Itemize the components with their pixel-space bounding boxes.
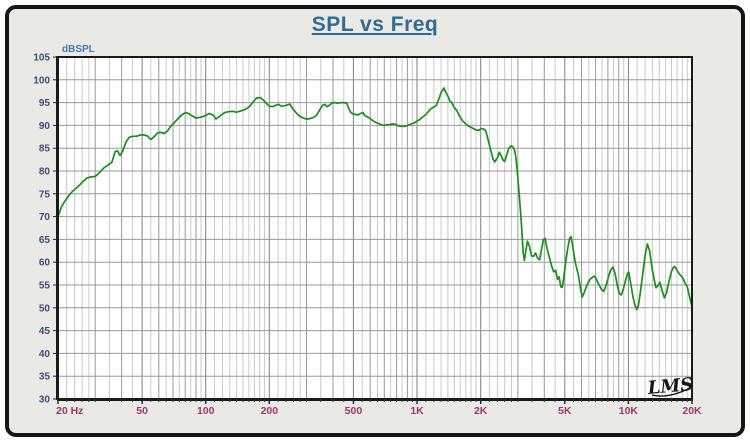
series-spl: [57, 87, 693, 311]
y-tick-label: 45: [39, 326, 51, 337]
x-tick-label: 2K: [474, 405, 488, 417]
y-tick-label: 100: [33, 75, 50, 86]
y-tick-label: 80: [39, 167, 51, 178]
y-tick-label: 85: [39, 144, 51, 155]
x-tick-label: 100: [197, 405, 215, 417]
y-tick-label: 75: [39, 189, 51, 200]
axis-ticks: [53, 56, 693, 404]
x-tick-label: 50: [136, 405, 148, 417]
plot-area: [58, 57, 692, 399]
grid-major-lines: [57, 57, 693, 399]
x-tick-label: 500: [345, 405, 363, 417]
x-axis-tick-labels: 20 Hz 50 100 200 500 1K 2K 5K 10K 20K: [56, 405, 702, 417]
y-tick-label: 95: [39, 98, 51, 109]
frequency-response-curve: [57, 87, 693, 311]
grid-minor-lines: [66, 57, 688, 399]
y-tick-label: 35: [39, 372, 51, 383]
lms-logo-underline: [651, 387, 691, 397]
y-tick-label: 30: [39, 395, 51, 406]
x-tick-label: 1K: [410, 405, 424, 417]
y-tick-label: 90: [39, 121, 51, 132]
y-tick-label: 50: [39, 303, 51, 314]
y-tick-label: 55: [39, 281, 51, 292]
chart-title: SPL vs Freq: [311, 13, 439, 36]
y-axis-name: dBSPL: [62, 44, 95, 55]
x-tick-label: 20K: [682, 405, 702, 417]
x-tick-label: 5K: [558, 405, 572, 417]
x-tick-label: 200: [261, 405, 279, 417]
x-tick-label: 10K: [619, 405, 639, 417]
x-tick-label: 20 Hz: [56, 405, 83, 417]
y-tick-label: 60: [39, 258, 51, 269]
y-axis-tick-labels: 30 35 40 45 50 55 60 65 70 75 80 85 90 95 100 105: [33, 53, 50, 406]
y-tick-label: 105: [33, 53, 50, 64]
plot-border: [56, 56, 693, 401]
lms-logo: LMS: [646, 374, 694, 399]
y-tick-label: 70: [39, 212, 51, 223]
y-tick-label: 65: [39, 235, 51, 246]
y-tick-label: 40: [39, 349, 51, 360]
